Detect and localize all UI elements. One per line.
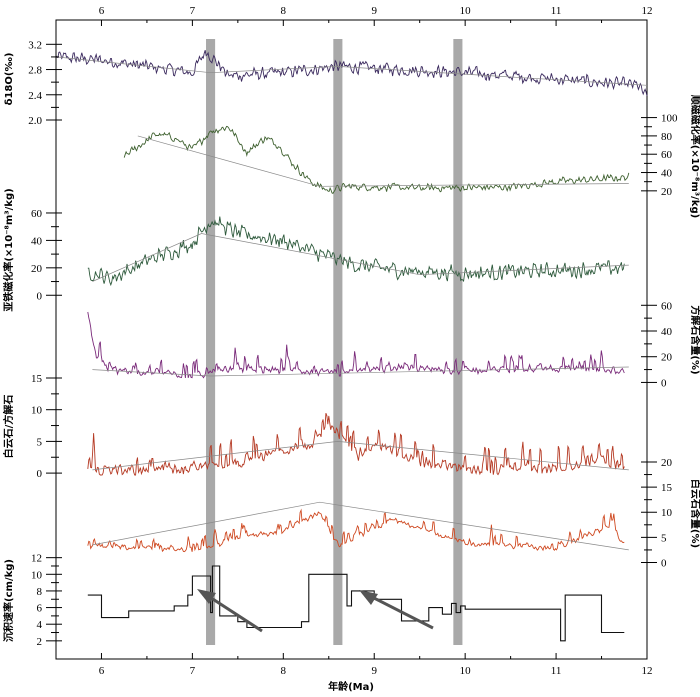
d18o-trend-line <box>55 56 648 86</box>
y-tick-label: 0 <box>661 557 667 569</box>
trend-arrows <box>197 589 434 633</box>
y-axis-label-sedimentation-rate: 沉积速率(cm/kg) <box>2 559 15 642</box>
arrow-left-head <box>197 589 216 604</box>
dolomite-calcite-ratio-series-line <box>87 412 625 476</box>
y-tick-label: 4 <box>37 619 43 631</box>
y-axis-label-ferri-susceptibility: 亚铁磁化率(×10⁻⁸m³/kg) <box>2 188 15 311</box>
y-tick-label: 40 <box>661 326 673 338</box>
x-tick-label-bottom: 11 <box>551 665 562 677</box>
x-tick-label-bottom: 6 <box>99 665 105 677</box>
y-tick-label: 2.8 <box>28 65 42 77</box>
x-tick-label-bottom: 9 <box>371 665 377 677</box>
y-tick-label: 80 <box>661 131 673 143</box>
x-tick-label-top: 10 <box>460 5 472 17</box>
y-tick-label: 20 <box>661 186 673 198</box>
y-axis-label-calcite: 方解石含量(%) <box>689 305 700 374</box>
grey-band-0 <box>206 39 216 645</box>
panel-sedimentation-rate <box>87 565 625 642</box>
y-tick-label: 40 <box>31 235 43 247</box>
panel-dolomite <box>87 501 629 553</box>
panel-d18o <box>55 50 648 97</box>
x-tick-label-bottom: 12 <box>642 665 653 677</box>
y-tick-label: 0 <box>661 377 667 389</box>
y-tick-label: 60 <box>661 149 673 161</box>
y-axis-dolomite: 0 5 10 15 20 白云石含量(%) <box>641 457 700 569</box>
arrow-left <box>204 592 263 633</box>
y-tick-label: 2 <box>37 636 43 648</box>
y-tick-label: 3.2 <box>28 39 42 51</box>
grey-bands <box>206 39 463 645</box>
calcite-trend-line <box>92 366 629 377</box>
x-tick-label-top: 9 <box>371 5 377 17</box>
y-tick-label: 0 <box>37 468 43 480</box>
dolomite-series-line <box>87 508 625 553</box>
y-axis-d18o: 2.0 2.4 2.8 3.2 δ18O(‰) <box>4 38 62 127</box>
panel-calcite <box>87 311 629 379</box>
d18o-series-line <box>55 50 648 97</box>
x-tick-label-top: 11 <box>551 5 562 17</box>
y-tick-label: 6 <box>37 603 43 615</box>
calcite-series-line <box>87 311 625 379</box>
y-tick-label: 20 <box>661 457 673 469</box>
y-tick-label: 15 <box>661 482 673 494</box>
y-tick-label: 10 <box>31 405 43 417</box>
y-tick-label: 12 <box>31 553 42 565</box>
y-axis-label-d18o: δ18O(‰) <box>4 53 15 106</box>
y-tick-label: 60 <box>661 300 673 312</box>
y-tick-label: 20 <box>661 352 673 364</box>
x-tick-label-top: 6 <box>99 5 105 17</box>
x-tick-label-bottom: 7 <box>190 665 196 677</box>
y-axis-dolomite-calcite-ratio: 0 5 10 15 白云石/方解石 <box>2 373 62 480</box>
dolomite-calcite-ratio-trend-line <box>92 441 629 471</box>
x-tick-label-top: 12 <box>642 5 653 17</box>
x-tick-label-top: 8 <box>281 5 287 17</box>
y-axis-sedimentation-rate: 2 4 6 8 10 12 沉积速率(cm/kg) <box>2 553 62 648</box>
y-tick-label: 40 <box>661 168 673 180</box>
arrow-right <box>367 593 434 630</box>
arrow-right-head <box>359 590 378 605</box>
y-tick-label: 15 <box>31 373 43 385</box>
y-axis-label-para-susceptibility: 顺磁磁化率(×10⁻⁸m³/kg) <box>689 95 700 218</box>
y-tick-label: 2.0 <box>28 115 42 127</box>
y-tick-label: 60 <box>31 208 43 220</box>
ferri-susceptibility-series-line <box>87 216 625 287</box>
y-axis-calcite: 0 20 40 60 方解石含量(%) <box>641 295 700 389</box>
para-susceptibility-series-line <box>123 125 630 195</box>
x-axis-label: 年龄(Ma) <box>328 680 374 693</box>
grey-band-2 <box>453 39 463 645</box>
sedimentation-rate-step-line <box>87 565 625 642</box>
y-axis-label-dolomite-calcite-ratio: 白云石/方解石 <box>2 395 15 459</box>
ferri-susceptibility-trend-line <box>92 233 629 282</box>
y-axis-para-susceptibility: 20 40 60 80 100 顺磁磁化率(×10⁻⁸m³/kg) <box>641 95 700 218</box>
y-tick-label: 2.4 <box>28 90 42 102</box>
panel-para-susceptibility <box>123 125 630 195</box>
y-tick-label: 5 <box>661 532 667 544</box>
y-axis-ferri-susceptibility: 0 20 40 60 亚铁磁化率(×10⁻⁸m³/kg) <box>2 188 62 312</box>
y-tick-label: 8 <box>37 586 43 598</box>
y-tick-label: 10 <box>661 507 673 519</box>
y-axis-label-dolomite: 白云石含量(%) <box>689 479 700 548</box>
dolomite-trend-line <box>92 501 629 551</box>
y-tick-label: 20 <box>31 263 43 275</box>
plot-frame <box>55 19 648 660</box>
y-tick-label: 10 <box>31 569 43 581</box>
y-tick-label: 100 <box>661 113 678 125</box>
x-tick-label-top: 7 <box>190 5 196 17</box>
x-tick-label-bottom: 10 <box>460 665 472 677</box>
y-tick-label: 5 <box>37 436 43 448</box>
grey-band-1 <box>333 39 343 645</box>
panel-dolomite-calcite-ratio <box>87 412 629 476</box>
x-tick-label-bottom: 8 <box>281 665 287 677</box>
data-panels <box>55 50 648 642</box>
x-axis: 6 6 7 7 8 8 9 9 10 10 11 11 12 12 <box>55 5 653 677</box>
para-susceptibility-trend-line <box>137 135 629 187</box>
y-tick-label: 0 <box>37 290 43 302</box>
panel-ferri-susceptibility <box>87 216 629 287</box>
